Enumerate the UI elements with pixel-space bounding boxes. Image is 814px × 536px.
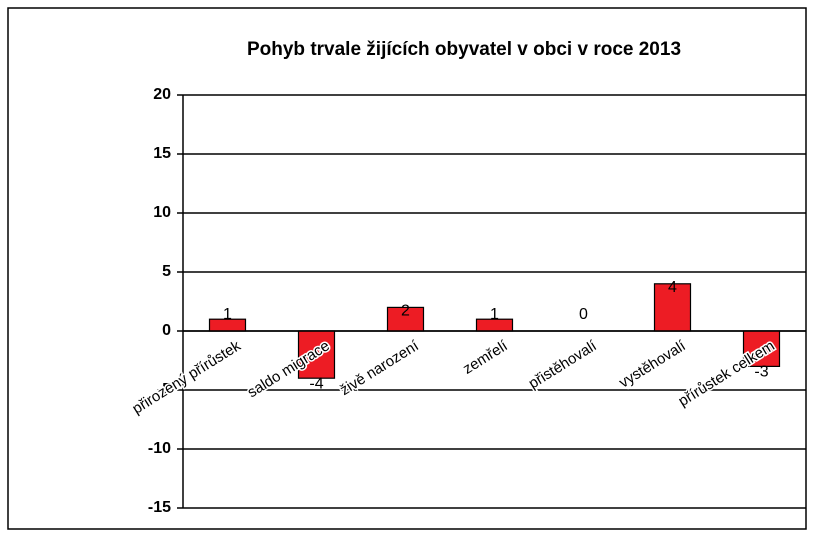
data-label: 4 — [668, 279, 677, 296]
y-tick-label: 20 — [153, 86, 171, 103]
chart-border — [7, 7, 807, 530]
data-label: 0 — [579, 306, 588, 323]
data-label: 1 — [490, 306, 499, 323]
chart-title: Pohyb trvale žijících obyvatel v obci v … — [247, 39, 681, 60]
y-tick-label: -5 — [157, 381, 171, 398]
y-tick-label: -10 — [148, 440, 171, 457]
data-label: 2 — [401, 303, 410, 320]
bar — [742, 330, 781, 368]
data-label: -4 — [309, 375, 323, 392]
y-tick-label: 10 — [153, 204, 171, 221]
y-tick-label: 0 — [162, 322, 171, 339]
data-label: -3 — [754, 364, 768, 381]
y-tick-label: 5 — [162, 263, 171, 280]
data-label: 1 — [223, 306, 232, 323]
y-tick-label: -15 — [148, 499, 171, 516]
y-tick-label: 15 — [153, 145, 171, 162]
